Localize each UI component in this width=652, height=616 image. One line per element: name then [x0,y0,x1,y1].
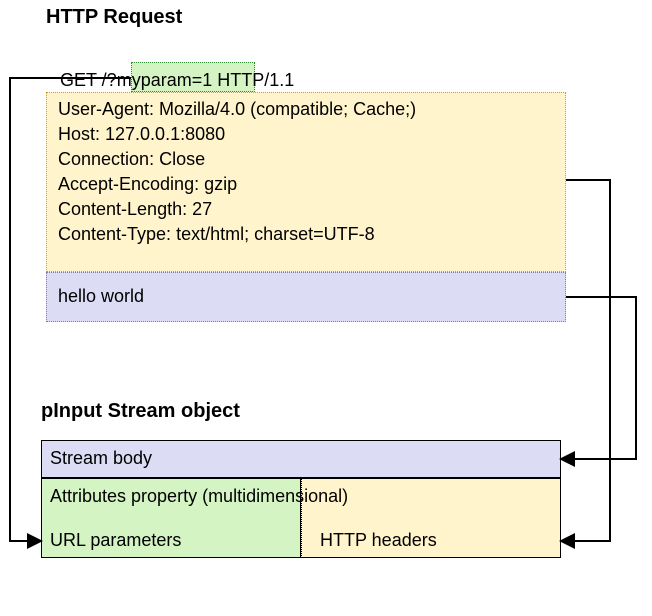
stream-object-title: pInput Stream object [41,400,240,423]
request-line-prefix: GET /? [60,70,117,90]
header-line: Accept-Encoding: gzip [58,174,237,195]
request-body-text: hello world [58,286,144,307]
http-request-title: HTTP Request [46,6,182,29]
header-line: Content-Type: text/html; charset=UTF-8 [58,224,375,245]
header-line: Connection: Close [58,149,205,170]
request-line: GET /?myparam=1 HTTP/1.1 [60,70,294,91]
request-line-param: myparam=1 [117,70,213,90]
stream-body-label: Stream body [50,448,152,469]
attributes-label: Attributes property (multidimensional) [50,486,348,507]
http-headers-label: HTTP headers [320,530,437,551]
header-line: Content-Length: 27 [58,199,212,220]
url-params-label: URL parameters [50,530,181,551]
header-line: Host: 127.0.0.1:8080 [58,124,225,145]
header-line: User-Agent: Mozilla/4.0 (compatible; Cac… [58,99,416,120]
request-line-suffix: HTTP/1.1 [212,70,294,90]
